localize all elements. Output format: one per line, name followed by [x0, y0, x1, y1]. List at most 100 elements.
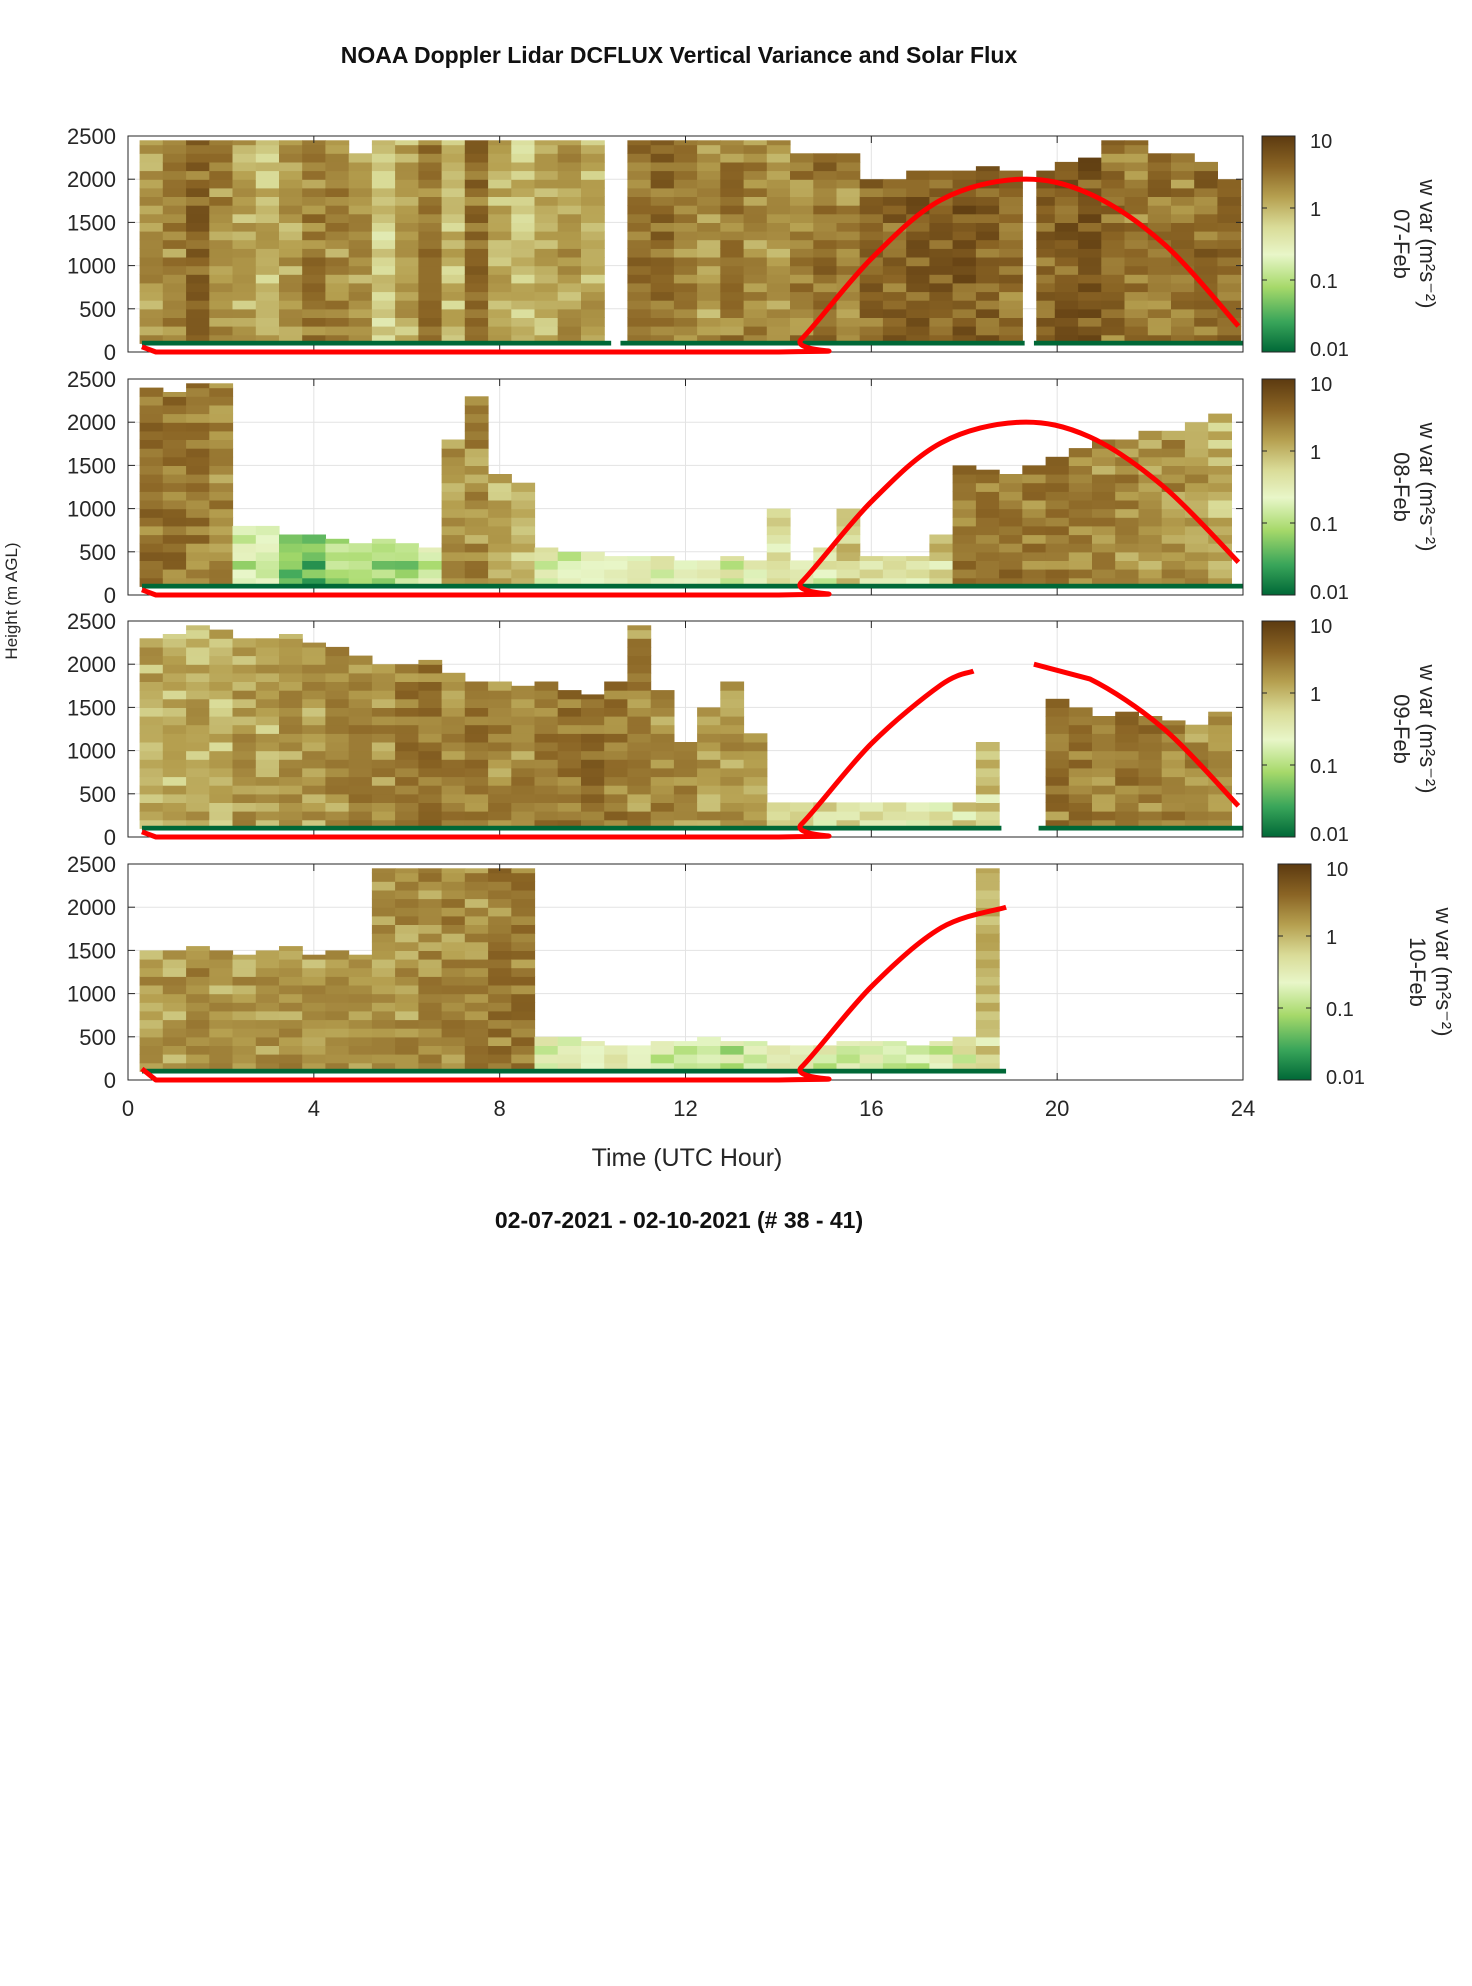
heatmap-cell — [371, 140, 396, 146]
heatmap-cell — [139, 655, 164, 665]
heatmap-cell — [859, 819, 884, 829]
heatmap-cell — [488, 698, 512, 708]
heatmap-cell — [743, 153, 768, 163]
heatmap-cell — [162, 819, 187, 829]
heatmap-cell — [975, 881, 1000, 891]
heatmap-cell — [186, 387, 210, 397]
heatmap-cell — [371, 257, 396, 267]
heatmap-cell — [162, 517, 187, 527]
heatmap-cell — [999, 282, 1023, 293]
heatmap-cell — [255, 638, 280, 648]
heatmap-cell — [627, 239, 652, 249]
heatmap-cell — [348, 291, 373, 301]
heatmap-cell — [1161, 577, 1186, 587]
heatmap-cell — [952, 819, 977, 829]
heatmap-cell — [209, 819, 234, 829]
heatmap-cell — [790, 317, 814, 327]
heatmap-cell — [836, 534, 861, 544]
heatmap-cell — [511, 707, 536, 717]
heatmap-cell — [325, 257, 350, 267]
heatmap-cell — [209, 1036, 234, 1046]
heatmap-cell — [720, 785, 745, 795]
heatmap-cell — [673, 811, 698, 821]
heatmap-cell — [279, 1019, 303, 1029]
heatmap-cell — [929, 819, 954, 829]
heatmap-cell — [186, 196, 210, 206]
heatmap-cell — [139, 551, 164, 561]
heatmap-cell — [1068, 819, 1093, 829]
y-tick-label: 2500 — [67, 852, 116, 877]
heatmap-cell — [395, 239, 419, 249]
heatmap-cell — [720, 776, 745, 786]
heatmap-cell — [302, 300, 326, 310]
heatmap-cell — [673, 179, 698, 189]
heatmap-cell — [836, 1054, 861, 1064]
heatmap-cell — [325, 300, 350, 310]
heatmap-cell — [697, 1062, 721, 1072]
heatmap-cell — [1045, 742, 1070, 752]
heatmap-cell — [139, 733, 164, 743]
heatmap-cell — [1208, 439, 1232, 449]
heatmap-cell — [1138, 802, 1163, 812]
heatmap-cell — [975, 525, 1000, 536]
heatmap-cell — [673, 222, 698, 232]
heatmap-cell — [488, 274, 512, 284]
heatmap-cell — [209, 161, 234, 172]
heatmap-cell — [581, 750, 605, 760]
heatmap-cell — [255, 742, 280, 752]
heatmap-cell — [488, 1045, 512, 1055]
heatmap-cell — [859, 231, 884, 241]
heatmap-cell — [279, 716, 303, 726]
heatmap-cell — [975, 819, 1000, 829]
heatmap-cell — [952, 282, 977, 293]
heatmap-cell — [255, 724, 280, 734]
heatmap-cell — [697, 733, 721, 743]
heatmap-cell — [139, 1062, 164, 1072]
heatmap-cell — [209, 257, 234, 267]
heatmap-cell — [929, 569, 954, 579]
heatmap-cell — [1036, 291, 1061, 301]
heatmap-cell — [255, 950, 280, 960]
heatmap-cell — [1092, 517, 1116, 527]
heatmap-cell — [1161, 750, 1186, 760]
heatmap-cell — [511, 308, 536, 318]
heatmap-cell — [1184, 733, 1209, 743]
heatmap-cell — [371, 785, 396, 795]
heatmap-cell — [139, 308, 164, 318]
heatmap-cell — [999, 170, 1023, 180]
heatmap-cell — [859, 222, 884, 232]
heatmap-cell — [766, 144, 791, 154]
heatmap-cell — [1208, 534, 1232, 544]
heatmap-cell — [186, 448, 210, 458]
heatmap-cell — [511, 1036, 536, 1046]
heatmap-cell — [139, 161, 164, 172]
heatmap-cell — [348, 577, 373, 587]
heatmap-cell — [952, 170, 977, 180]
heatmap-08-Feb — [139, 383, 1243, 589]
heatmap-cell — [418, 144, 443, 154]
heatmap-cell — [1161, 543, 1186, 553]
heatmap-cell — [859, 1041, 884, 1046]
heatmap-cell — [859, 274, 884, 284]
heatmap-cell — [209, 664, 234, 674]
heatmap-cell — [186, 170, 210, 180]
heatmap-cell — [139, 153, 164, 163]
heatmap-cell — [232, 716, 257, 726]
heatmap-cell — [557, 205, 582, 215]
heatmap-cell — [418, 959, 443, 969]
heatmap-cell — [302, 153, 326, 163]
heatmap-cell — [581, 577, 605, 587]
heatmap-cell — [418, 985, 443, 995]
heatmap-cell — [766, 239, 791, 249]
heatmap-cell — [627, 672, 652, 682]
heatmap-cell — [488, 291, 512, 301]
heatmap-cell — [627, 646, 652, 657]
heatmap-cell — [464, 733, 489, 743]
heatmap-cell — [395, 326, 419, 336]
heatmap-cell — [139, 248, 164, 258]
heatmap-cell — [534, 733, 559, 743]
heatmap-cell — [1078, 239, 1102, 249]
heatmap-cell — [929, 326, 954, 336]
heatmap-cell — [511, 776, 536, 786]
